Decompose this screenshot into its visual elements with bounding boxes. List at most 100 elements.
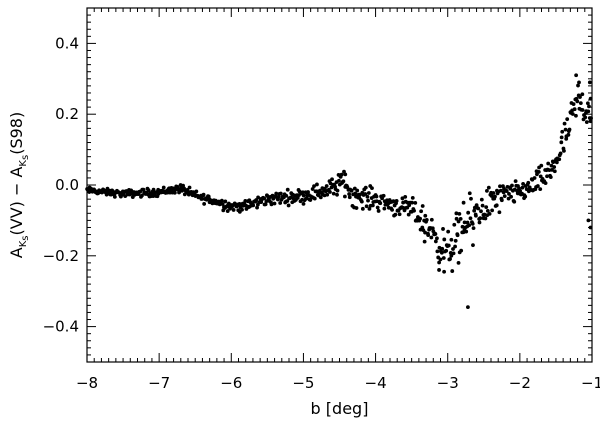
data-point: [565, 117, 570, 122]
data-point: [219, 198, 224, 203]
data-point: [497, 210, 502, 215]
data-point: [231, 208, 236, 212]
data-point: [494, 203, 499, 208]
y-tick-label: −0.2: [43, 247, 79, 265]
data-point: [141, 187, 146, 192]
data-point: [418, 216, 423, 221]
data-point: [523, 194, 528, 199]
data-point: [449, 237, 454, 242]
y-tick-label: 0.4: [55, 34, 79, 52]
data-point: [563, 127, 568, 132]
data-point: [521, 181, 526, 186]
data-point: [365, 194, 370, 199]
data-point: [455, 233, 460, 238]
data-point: [374, 194, 379, 199]
data-point: [146, 188, 151, 193]
data-point: [429, 235, 434, 240]
data-point: [312, 184, 316, 189]
data-point: [354, 206, 359, 210]
data-point: [194, 189, 199, 194]
data-point: [451, 247, 455, 251]
data-point: [400, 196, 405, 201]
data-point: [220, 202, 225, 206]
data-point: [161, 185, 166, 190]
x-tick-label: −5: [292, 374, 314, 392]
data-point: [518, 188, 523, 193]
data-point: [376, 209, 381, 213]
data-point: [454, 216, 459, 221]
data-point: [452, 222, 457, 227]
y-tick-label: 0.2: [55, 105, 79, 123]
data-point: [435, 236, 439, 241]
data-point: [397, 212, 402, 217]
y-label-s1: s: [20, 235, 31, 240]
data-point: [546, 161, 551, 166]
data-point: [382, 206, 387, 211]
data-point: [558, 151, 563, 156]
data-point: [325, 192, 330, 197]
data-point: [559, 140, 564, 145]
data-point: [285, 199, 290, 203]
data-point: [545, 174, 549, 179]
data-point: [461, 200, 466, 205]
data-point: [423, 230, 427, 235]
data-point: [318, 195, 323, 200]
data-point: [459, 248, 464, 253]
data-point: [364, 204, 369, 209]
data-points: [85, 73, 593, 310]
data-point: [422, 239, 427, 244]
data-point: [366, 191, 371, 195]
data-point: [140, 193, 144, 198]
data-point: [347, 192, 352, 196]
data-point: [262, 196, 267, 201]
data-point: [584, 120, 589, 125]
data-point: [310, 187, 315, 191]
data-point: [586, 109, 591, 114]
data-point: [513, 179, 518, 184]
x-tick-label: −3: [437, 374, 459, 392]
data-point: [381, 193, 386, 198]
data-point: [251, 203, 256, 208]
data-point: [437, 260, 442, 265]
data-point: [406, 212, 411, 217]
data-point: [575, 99, 580, 104]
data-point: [328, 190, 332, 194]
data-point: [265, 194, 270, 198]
data-point: [366, 198, 370, 203]
data-point: [580, 92, 585, 97]
data-point: [438, 257, 443, 262]
data-point: [286, 203, 291, 208]
data-point: [587, 104, 591, 109]
y-label-K2: K: [18, 160, 29, 167]
data-point: [478, 216, 483, 221]
data-point: [301, 193, 306, 198]
x-tick-label: −1: [581, 374, 600, 392]
data-point: [574, 113, 578, 118]
data-point: [343, 172, 348, 177]
data-point: [429, 217, 434, 222]
data-point: [498, 184, 502, 189]
data-point: [440, 246, 445, 251]
data-point: [442, 237, 447, 242]
data-point: [200, 196, 205, 201]
data-point: [504, 189, 509, 194]
data-point: [337, 178, 341, 183]
data-point: [410, 200, 414, 205]
data-point: [375, 205, 380, 210]
y-label-K1: K: [18, 240, 29, 247]
data-point: [474, 213, 478, 218]
data-point: [562, 121, 567, 126]
data-point: [474, 203, 479, 208]
data-point: [435, 249, 440, 254]
data-point: [441, 227, 445, 231]
data-point: [467, 191, 472, 196]
data-point: [532, 176, 537, 180]
data-point: [490, 208, 495, 213]
data-point: [485, 189, 489, 193]
data-point: [538, 187, 543, 192]
data-point: [370, 203, 375, 208]
data-point: [285, 187, 290, 192]
data-point: [426, 233, 431, 237]
data-point: [454, 211, 459, 216]
